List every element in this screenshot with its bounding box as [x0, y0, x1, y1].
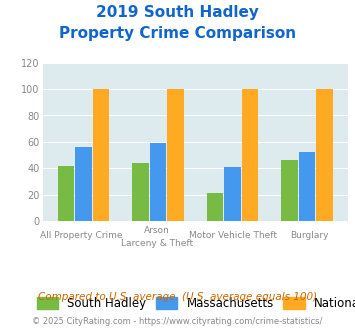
Bar [93, 89, 109, 221]
Bar [132, 163, 149, 221]
Legend: South Hadley, Massachusetts, National: South Hadley, Massachusetts, National [33, 293, 355, 314]
Text: © 2025 CityRating.com - https://www.cityrating.com/crime-statistics/: © 2025 CityRating.com - https://www.city… [32, 317, 323, 326]
Bar [167, 89, 184, 221]
Bar [316, 89, 333, 221]
Bar [281, 160, 297, 221]
Text: 2019 South Hadley: 2019 South Hadley [96, 5, 259, 20]
Bar [242, 89, 258, 221]
Bar [299, 152, 315, 221]
Bar [75, 147, 92, 221]
Bar [150, 143, 166, 221]
Bar [207, 193, 223, 221]
Text: Motor Vehicle Theft: Motor Vehicle Theft [190, 231, 277, 240]
Bar [224, 167, 241, 221]
Text: Burglary: Burglary [290, 231, 329, 240]
Bar [58, 166, 74, 221]
Text: All Property Crime: All Property Crime [39, 231, 122, 240]
Text: Larceny & Theft: Larceny & Theft [121, 239, 193, 248]
Text: Property Crime Comparison: Property Crime Comparison [59, 26, 296, 41]
Text: Arson: Arson [144, 226, 170, 235]
Text: Compared to U.S. average. (U.S. average equals 100): Compared to U.S. average. (U.S. average … [38, 292, 317, 302]
